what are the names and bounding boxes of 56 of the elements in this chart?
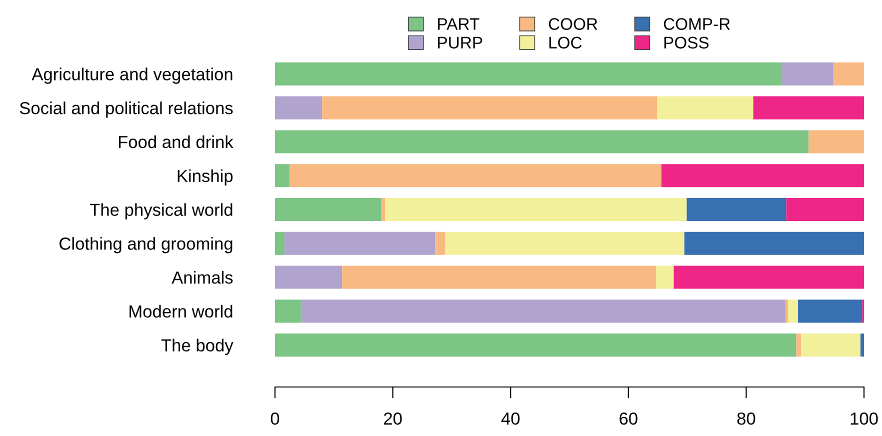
bar [661, 164, 864, 188]
bar [300, 300, 786, 323]
bar [275, 300, 301, 323]
bar [860, 334, 864, 357]
bar [385, 198, 687, 222]
bar [686, 198, 786, 222]
bar [275, 96, 322, 120]
bar [275, 164, 290, 188]
legend-label: PART [438, 18, 480, 30]
bar [275, 130, 809, 154]
bar [798, 300, 862, 323]
y-tick-label: Clothing and grooming [60, 237, 232, 254]
bar [290, 164, 662, 188]
bar [656, 266, 674, 289]
bar [445, 232, 684, 255]
bar [796, 334, 801, 357]
bar [800, 334, 860, 357]
bar [833, 62, 864, 86]
y-tick-label: Agriculture and vegetation [32, 68, 232, 84]
bar [753, 96, 864, 120]
x-tick-label: 0 [270, 412, 280, 425]
x-tick-label: 80 [737, 412, 756, 425]
bar [786, 198, 864, 222]
bar [275, 62, 782, 86]
bar [782, 62, 834, 86]
x-tick-label: 100 [850, 412, 878, 425]
bar [284, 232, 436, 255]
y-tick-label: The physical world [90, 203, 232, 220]
bar [342, 266, 656, 289]
bar [275, 334, 796, 357]
bar [275, 266, 342, 289]
y-tick-label: Modern world [130, 304, 232, 318]
legend-label: LOC [549, 36, 582, 49]
bar [381, 198, 386, 222]
bar [788, 300, 798, 323]
bar [657, 96, 754, 120]
legend-label: COMP-R [664, 18, 730, 30]
bar [684, 232, 864, 255]
legend-label: PURP [438, 36, 482, 49]
legend-label: COOR [548, 18, 598, 30]
x-tick-label: 20 [384, 412, 402, 425]
y-tick-label: Kinship [178, 169, 233, 186]
bar [808, 130, 864, 154]
bar [674, 266, 864, 289]
bar [322, 96, 658, 120]
bar [435, 232, 446, 255]
y-tick-label: Social and political relations [20, 102, 233, 118]
bar [786, 300, 788, 323]
legend-label: POSS [664, 36, 709, 49]
y-tick-label: Food and drink [118, 135, 234, 148]
bar [275, 232, 284, 255]
x-tick-label: 60 [620, 412, 638, 425]
y-tick-label: Animals [172, 270, 233, 284]
x-tick-label: 40 [501, 412, 520, 425]
bar [275, 198, 382, 222]
y-tick-label: The body [161, 338, 234, 355]
